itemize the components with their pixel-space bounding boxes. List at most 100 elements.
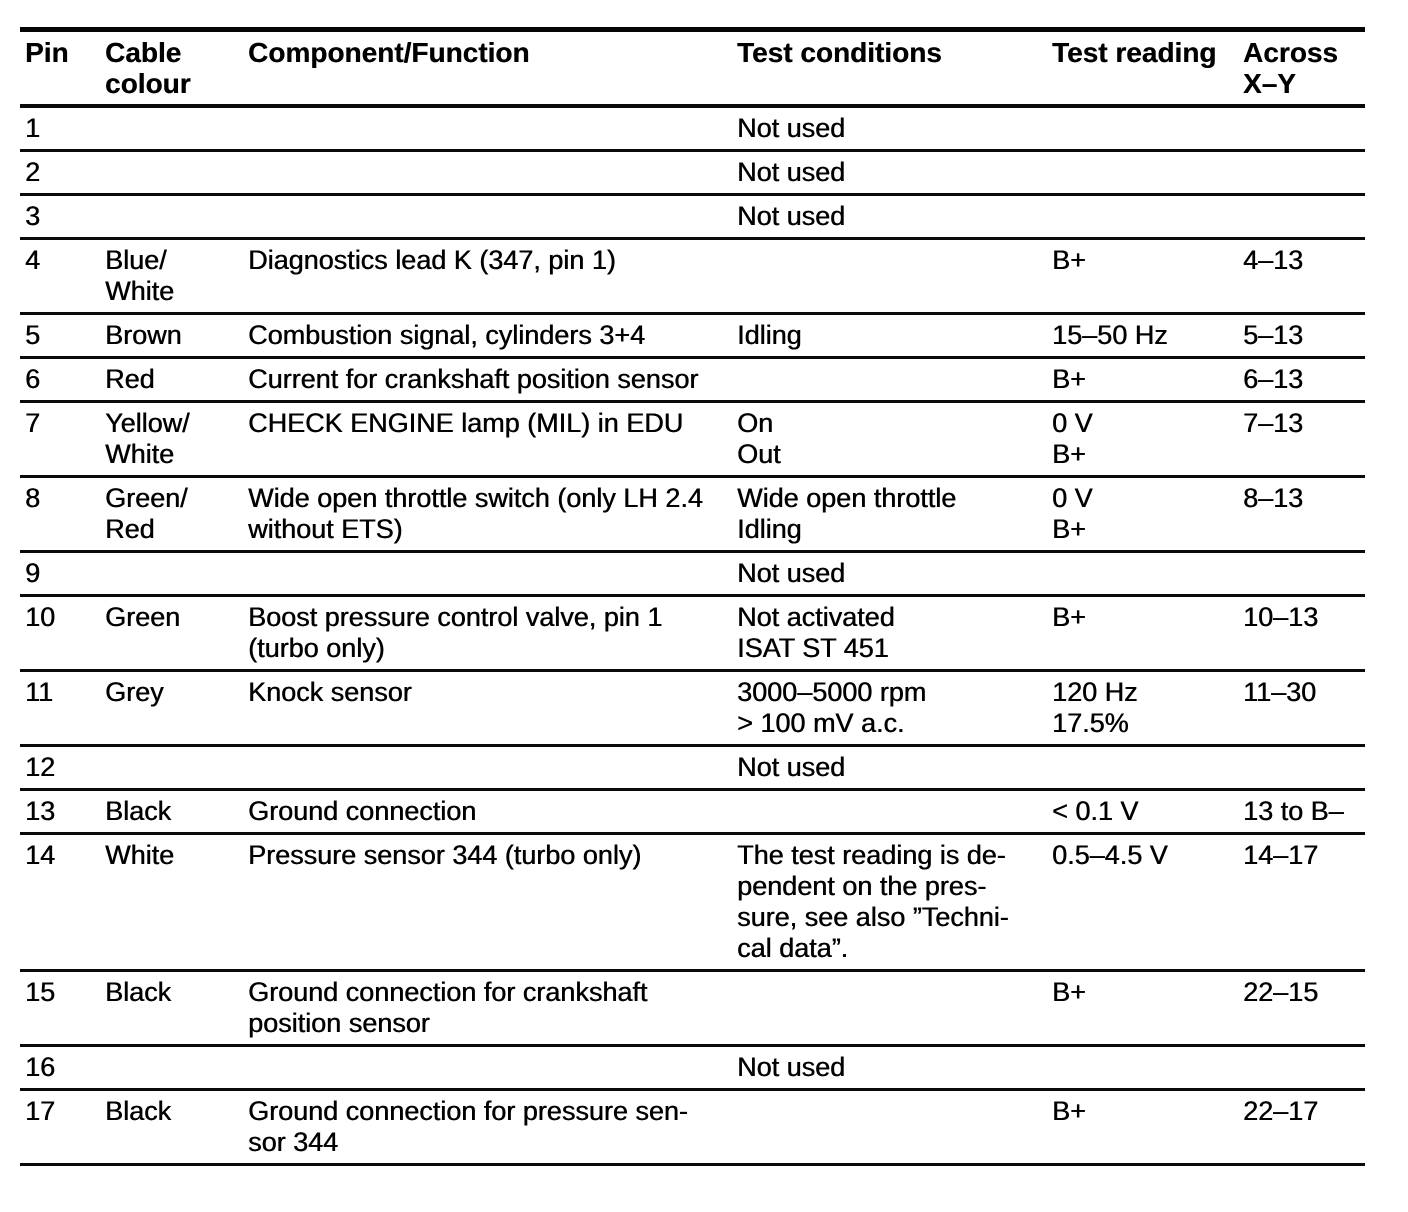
cell-test-conditions: Not used bbox=[737, 157, 846, 187]
cell-across-x-y: 5–13 bbox=[1243, 320, 1304, 350]
table-row: 17 Black Ground connection for pressure … bbox=[20, 1091, 1365, 1166]
cell-pin: 2 bbox=[25, 157, 41, 187]
cell-pin: 6 bbox=[25, 364, 41, 394]
cell-component-function: CHECK ENGINE lamp (MIL) in EDU bbox=[248, 408, 684, 438]
cell-component-function: Current for crankshaft position sensor bbox=[248, 364, 699, 394]
cell-pin: 5 bbox=[25, 320, 41, 350]
cell-component-function: Wide open throttle switch (only LH 2.4 w… bbox=[248, 483, 703, 544]
cell-test-conditions: Wide open throttle Idling bbox=[737, 483, 957, 544]
cell-across-x-y bbox=[1243, 1052, 1365, 1083]
cell-across-x-y: 22–17 bbox=[1243, 1096, 1319, 1126]
table-row: 1 Not used bbox=[20, 108, 1365, 152]
cell-pin: 7 bbox=[25, 408, 41, 438]
cell-component-function: Ground connection bbox=[248, 796, 477, 826]
table-row: 3 Not used bbox=[20, 196, 1365, 240]
cell-component-function bbox=[248, 752, 737, 783]
table-row: 12 Not used bbox=[20, 747, 1365, 791]
cell-pin: 3 bbox=[25, 201, 41, 231]
table-header-row: Pin Cable colour Component/Function Test… bbox=[20, 32, 1365, 108]
cell-pin: 10 bbox=[25, 602, 56, 632]
column-header-test-conditions: Test conditions bbox=[737, 37, 942, 68]
cell-test-conditions: Not used bbox=[737, 558, 846, 588]
cell-cable-colour bbox=[105, 558, 248, 589]
cell-test-conditions: Not used bbox=[737, 1052, 846, 1082]
cell-test-reading: 0 V B+ bbox=[1052, 408, 1093, 469]
table-row: 11 Grey Knock sensor 3000–5000 rpm > 100… bbox=[20, 672, 1365, 747]
cell-test-conditions: Not used bbox=[737, 201, 846, 231]
cell-test-reading: 120 Hz 17.5% bbox=[1052, 677, 1138, 738]
cell-component-function: Ground connection for pressure sen- sor … bbox=[248, 1096, 688, 1157]
cell-component-function bbox=[248, 558, 737, 589]
table-row: 5 Brown Combustion signal, cylinders 3+4… bbox=[20, 315, 1365, 359]
cell-cable-colour bbox=[105, 1052, 248, 1083]
cell-pin: 1 bbox=[25, 113, 41, 143]
cell-test-conditions: 3000–5000 rpm > 100 mV a.c. bbox=[737, 677, 927, 738]
cell-test-reading: B+ bbox=[1052, 977, 1086, 1007]
cell-test-conditions: The test reading is de- pendent on the p… bbox=[737, 840, 1009, 963]
cell-cable-colour: Brown bbox=[105, 320, 182, 350]
cell-across-x-y bbox=[1243, 113, 1365, 144]
cell-test-reading bbox=[1052, 1052, 1243, 1083]
cell-test-reading bbox=[1052, 558, 1243, 589]
cell-pin: 12 bbox=[25, 752, 56, 782]
cell-test-conditions bbox=[737, 364, 1052, 395]
cell-pin: 11 bbox=[25, 677, 54, 707]
table-row: 7 Yellow/ White CHECK ENGINE lamp (MIL) … bbox=[20, 403, 1365, 478]
cell-cable-colour: Green bbox=[105, 602, 181, 632]
cell-pin: 4 bbox=[25, 245, 41, 275]
cell-component-function bbox=[248, 201, 737, 232]
cell-test-conditions: Not used bbox=[737, 113, 846, 143]
cell-component-function bbox=[248, 113, 737, 144]
cell-across-x-y bbox=[1243, 201, 1365, 232]
cell-test-conditions: Idling bbox=[737, 320, 802, 350]
cell-test-reading: B+ bbox=[1052, 602, 1086, 632]
cell-component-function: Combustion signal, cylinders 3+4 bbox=[248, 320, 645, 350]
column-header-component-function: Component/Function bbox=[248, 37, 530, 68]
cell-cable-colour: Yellow/ White bbox=[105, 408, 190, 469]
cell-component-function: Ground connection for crankshaft positio… bbox=[248, 977, 648, 1038]
table-row: 9 Not used bbox=[20, 553, 1365, 597]
column-header-cable-colour: Cable colour bbox=[105, 37, 191, 99]
table-row: 13 Black Ground connection < 0.1 V 13 to… bbox=[20, 791, 1365, 835]
cell-component-function: Diagnostics lead K (347, pin 1) bbox=[248, 245, 616, 275]
cell-component-function: Knock sensor bbox=[248, 677, 412, 707]
cell-test-reading bbox=[1052, 113, 1243, 144]
cell-test-reading bbox=[1052, 157, 1243, 188]
pinout-table: Pin Cable colour Component/Function Test… bbox=[20, 27, 1365, 1166]
cell-test-conditions bbox=[737, 796, 1052, 827]
cell-cable-colour: Red bbox=[105, 364, 155, 394]
cell-component-function bbox=[248, 1052, 737, 1083]
cell-pin: 8 bbox=[25, 483, 41, 513]
table-row: 6 Red Current for crankshaft position se… bbox=[20, 359, 1365, 403]
cell-cable-colour bbox=[105, 113, 248, 144]
cell-cable-colour: Black bbox=[105, 796, 172, 826]
cell-test-conditions: Not activated ISAT ST 451 bbox=[737, 602, 895, 663]
table-row: 4 Blue/ White Diagnostics lead K (347, p… bbox=[20, 240, 1365, 315]
table-row: 8 Green/ Red Wide open throttle switch (… bbox=[20, 478, 1365, 553]
cell-test-reading bbox=[1052, 201, 1243, 232]
cell-pin: 16 bbox=[25, 1052, 56, 1082]
cell-across-x-y: 7–13 bbox=[1243, 408, 1304, 438]
cell-component-function: Pressure sensor 344 (turbo only) bbox=[248, 840, 642, 870]
cell-test-conditions bbox=[737, 1096, 1052, 1158]
cell-component-function: Boost pressure control valve, pin 1 (tur… bbox=[248, 602, 663, 663]
cell-pin: 9 bbox=[25, 558, 41, 588]
cell-across-x-y: 4–13 bbox=[1243, 245, 1304, 275]
table-row: 16 Not used bbox=[20, 1047, 1365, 1091]
cell-pin: 17 bbox=[25, 1096, 56, 1126]
cell-test-conditions bbox=[737, 977, 1052, 1039]
cell-cable-colour: Black bbox=[105, 977, 172, 1007]
cell-across-x-y: 11–30 bbox=[1243, 677, 1317, 707]
cell-test-reading: 0 V B+ bbox=[1052, 483, 1093, 544]
cell-pin: 13 bbox=[25, 796, 56, 826]
cell-test-conditions: On Out bbox=[737, 408, 781, 469]
table-body: 1 Not used 2 Not used 3 Not used 4 Blue/… bbox=[20, 108, 1365, 1166]
cell-cable-colour bbox=[105, 201, 248, 232]
column-header-pin: Pin bbox=[25, 37, 69, 68]
cell-component-function bbox=[248, 157, 737, 188]
cell-across-x-y: 13 to B– bbox=[1243, 796, 1344, 826]
table-row: 14 White Pressure sensor 344 (turbo only… bbox=[20, 835, 1365, 972]
cell-test-reading: < 0.1 V bbox=[1052, 796, 1139, 826]
cell-cable-colour: Grey bbox=[105, 677, 164, 707]
